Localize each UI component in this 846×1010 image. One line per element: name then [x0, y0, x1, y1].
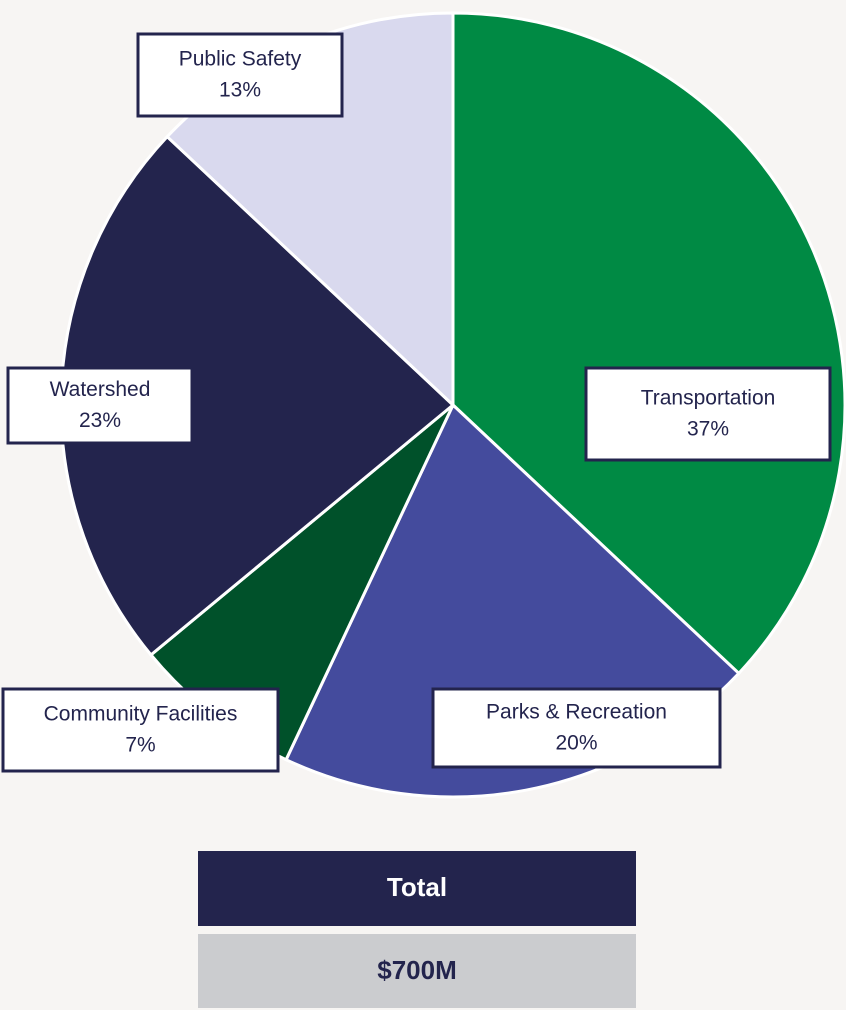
- label-value: 23%: [79, 409, 121, 432]
- label-name: Community Facilities: [44, 703, 238, 726]
- pie-slice: [451, 11, 846, 676]
- data-label: Transportation 37%: [584, 366, 832, 462]
- data-label: Community Facilities 7%: [1, 687, 280, 773]
- label-value: 37%: [687, 418, 729, 441]
- label-box: [6, 366, 194, 445]
- label-name: Transportation: [641, 387, 776, 410]
- total-value-box: [198, 934, 636, 1008]
- data-label: Parks & Recreation 20%: [431, 687, 722, 769]
- total-value: $700M: [377, 955, 457, 985]
- total-header: [198, 851, 636, 926]
- label-box: [431, 687, 722, 769]
- label-value: 20%: [555, 732, 597, 755]
- label-name: Parks & Recreation: [486, 701, 667, 724]
- data-label: Watershed 23%: [6, 366, 194, 445]
- label-box: [1, 687, 280, 773]
- data-label: Public Safety 13%: [136, 32, 344, 118]
- label-name: Public Safety: [179, 48, 302, 71]
- label-name: Watershed: [50, 378, 151, 401]
- label-box: [584, 366, 832, 462]
- label-box: [136, 32, 344, 118]
- label-value: 13%: [219, 79, 261, 102]
- label-value: 7%: [125, 734, 155, 757]
- total-label: Total: [387, 872, 447, 902]
